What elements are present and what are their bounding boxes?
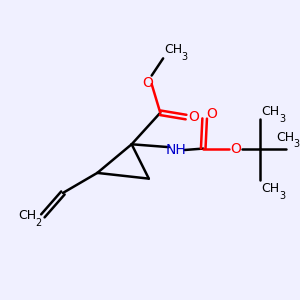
Text: CH: CH [18, 209, 36, 222]
Text: CH: CH [262, 105, 280, 118]
Text: 3: 3 [293, 139, 299, 149]
Text: O: O [142, 76, 153, 90]
Text: O: O [230, 142, 241, 156]
Text: O: O [206, 107, 217, 121]
Text: O: O [188, 110, 199, 124]
Text: CH: CH [276, 130, 294, 144]
Text: 3: 3 [182, 52, 188, 62]
Text: 3: 3 [279, 191, 285, 201]
Text: NH: NH [166, 143, 186, 157]
Text: CH: CH [164, 43, 182, 56]
Text: CH: CH [262, 182, 280, 195]
Text: 2: 2 [35, 218, 42, 228]
Text: 3: 3 [279, 113, 285, 124]
